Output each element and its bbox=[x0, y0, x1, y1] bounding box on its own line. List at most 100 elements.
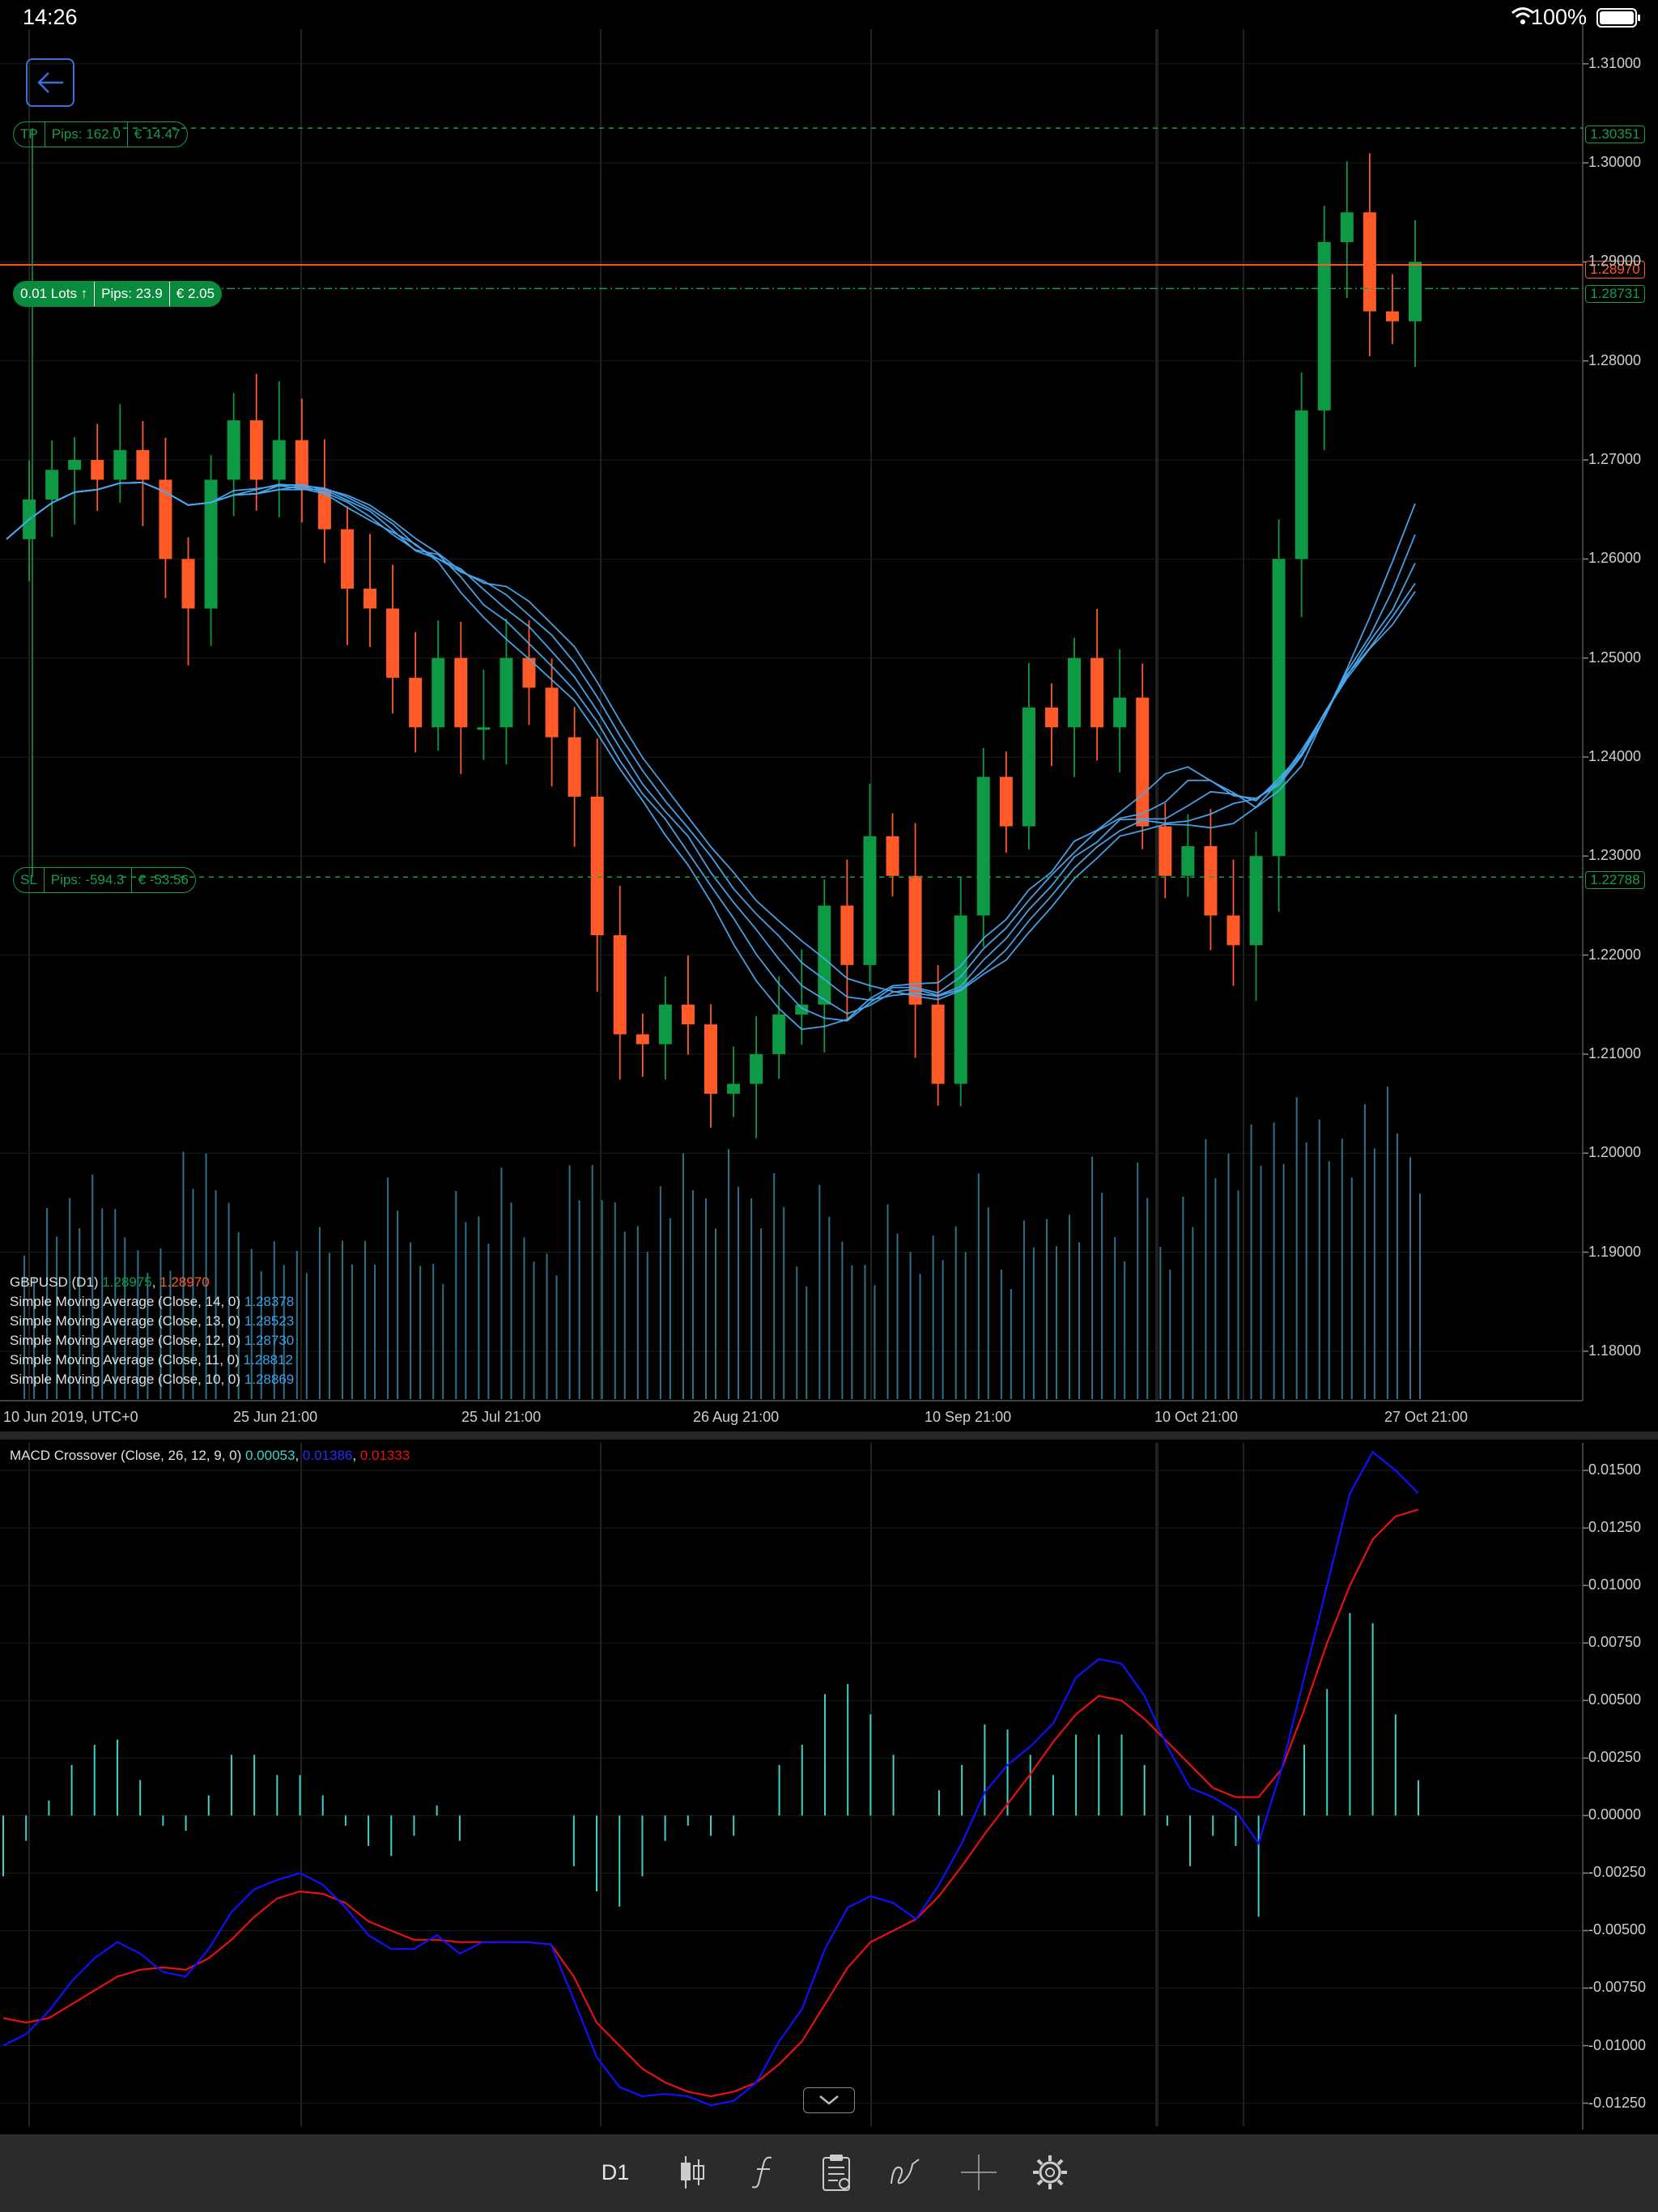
sma-legend-row: Simple Moving Average (Close, 12, 0) 1.2… bbox=[10, 1333, 294, 1349]
sma-legend-row: Simple Moving Average (Close, 10, 0) 1.2… bbox=[10, 1372, 294, 1388]
chart-type-button[interactable] bbox=[664, 2144, 721, 2201]
candle-body bbox=[1022, 707, 1035, 827]
candle-body bbox=[272, 440, 286, 480]
candle-body bbox=[363, 589, 377, 609]
candle-body bbox=[976, 776, 990, 916]
candle-body bbox=[1158, 826, 1172, 876]
candle-body bbox=[863, 836, 877, 965]
candle-body bbox=[1295, 410, 1308, 559]
candle-body bbox=[613, 935, 627, 1035]
price-tick-label: 1.29000 bbox=[1588, 253, 1642, 270]
settings-button[interactable] bbox=[1022, 2144, 1078, 2201]
candle-body bbox=[181, 559, 195, 609]
sl-label: SL bbox=[14, 868, 45, 892]
candle-body bbox=[772, 1014, 786, 1054]
indicators-button[interactable] bbox=[735, 2144, 792, 2201]
candle-body bbox=[840, 905, 854, 965]
sma-line bbox=[6, 482, 1416, 1031]
clipboard-icon bbox=[823, 2155, 850, 2191]
back-button[interactable] bbox=[26, 58, 74, 107]
arrow-left-icon bbox=[37, 72, 63, 93]
candle-body bbox=[999, 776, 1013, 827]
price-tick-label: 1.22000 bbox=[1588, 946, 1642, 963]
price-tick-label: 1.28000 bbox=[1588, 351, 1642, 368]
collapse-panel-button[interactable] bbox=[803, 2087, 855, 2113]
position-money: € 2.05 bbox=[176, 286, 215, 301]
candles-icon bbox=[681, 2156, 704, 2189]
tp-price-tag: 1.30351 bbox=[1585, 125, 1645, 143]
tp-pips: Pips: 162.0 bbox=[45, 122, 128, 147]
sl-money: € -53.56 bbox=[138, 872, 189, 887]
timeframe-button[interactable]: D1 bbox=[587, 2144, 644, 2201]
candle-body bbox=[954, 915, 967, 1084]
sma-legend-value: 1.28869 bbox=[244, 1372, 295, 1387]
gear-icon bbox=[1033, 2155, 1067, 2189]
stop-loss-pill[interactable]: SL Pips: -594.3 € -53.56 bbox=[13, 867, 196, 893]
draw-icon bbox=[891, 2159, 920, 2184]
candle-body bbox=[886, 836, 899, 876]
candle-body bbox=[1385, 311, 1399, 321]
time-tick-label: 26 Aug 21:00 bbox=[693, 1409, 780, 1425]
status-time: 14:26 bbox=[23, 5, 78, 29]
macd-tick-label: -0.01250 bbox=[1588, 2094, 1647, 2111]
price-tick-label: 1.21000 bbox=[1588, 1044, 1642, 1061]
sma-line bbox=[6, 482, 1416, 1015]
candle-body bbox=[1204, 846, 1218, 916]
macd-tick-label: -0.00750 bbox=[1588, 1979, 1647, 1996]
price-tick-label: 1.19000 bbox=[1588, 1243, 1642, 1260]
orders-button[interactable] bbox=[808, 2144, 865, 2201]
candle-body bbox=[545, 687, 559, 738]
sma-line bbox=[6, 482, 1416, 1022]
crosshair-icon bbox=[961, 2155, 997, 2190]
sl-price-tag: 1.22788 bbox=[1585, 871, 1645, 889]
sma-legend-row: Simple Moving Average (Close, 14, 0) 1.2… bbox=[10, 1294, 294, 1310]
candle-body bbox=[68, 460, 82, 470]
candle-body bbox=[727, 1083, 741, 1094]
candle-body bbox=[795, 1004, 809, 1015]
candle-body bbox=[522, 657, 536, 688]
timeframe-label: D1 bbox=[601, 2159, 630, 2184]
macd-signal-line bbox=[2, 1508, 1419, 2098]
candle-body bbox=[1068, 657, 1082, 728]
macd-tick-label: -0.01000 bbox=[1588, 2036, 1647, 2053]
candle-body bbox=[1317, 241, 1331, 410]
sma-legend-name: Simple Moving Average (Close, 10, 0) bbox=[10, 1372, 244, 1387]
macd-line-value: 0.01386 bbox=[302, 1448, 353, 1463]
candle-body bbox=[1340, 212, 1354, 242]
candle-body bbox=[1226, 915, 1240, 946]
candle-body bbox=[340, 529, 354, 589]
macd-tick-label: 0.01000 bbox=[1588, 1576, 1642, 1593]
sma-legend-name: Simple Moving Average (Close, 11, 0) bbox=[10, 1352, 244, 1368]
macd-signal-value: 0.01333 bbox=[359, 1448, 410, 1463]
price-tick-label: 1.20000 bbox=[1588, 1144, 1642, 1161]
macd-tick-label: 0.00500 bbox=[1588, 1691, 1642, 1708]
price-tick-label: 1.27000 bbox=[1588, 451, 1642, 468]
macd-title: MACD Crossover (Close, 26, 12, 9, 0) bbox=[10, 1448, 242, 1463]
position-pill[interactable]: 0.01 Lots ↑ Pips: 23.9 € 2.05 bbox=[13, 281, 223, 307]
price-tick-label: 1.25000 bbox=[1588, 649, 1642, 666]
position-pips: Pips: 23.9 bbox=[95, 282, 170, 306]
time-tick-label: 10 Jun 2019, UTC+0 bbox=[3, 1409, 138, 1425]
candle-body bbox=[704, 1024, 717, 1094]
current-price-tag: 1.28970 bbox=[1585, 261, 1645, 279]
candle-body bbox=[1272, 559, 1286, 857]
macd-tick-label: 0.00750 bbox=[1588, 1634, 1642, 1651]
crosshair-button[interactable] bbox=[950, 2144, 1007, 2201]
candle-body bbox=[908, 875, 922, 1005]
candle-body bbox=[477, 727, 491, 730]
position-lots: 0.01 Lots ↑ bbox=[14, 282, 96, 306]
drawing-tools-button[interactable] bbox=[878, 2144, 934, 2201]
candle-body bbox=[1044, 707, 1058, 728]
candle-body bbox=[113, 449, 127, 480]
candle-body bbox=[432, 657, 445, 728]
candle-body bbox=[590, 796, 604, 936]
time-tick-label: 25 Jul 21:00 bbox=[461, 1409, 542, 1425]
macd-tick-label: -0.00500 bbox=[1588, 1921, 1647, 1938]
time-tick-label: 25 Jun 21:00 bbox=[233, 1409, 318, 1425]
battery-percent: 100% bbox=[1530, 5, 1587, 29]
candle-body bbox=[1409, 262, 1422, 321]
sl-pips: Pips: -594.3 bbox=[45, 868, 132, 892]
take-profit-pill[interactable]: TP Pips: 162.0 € 14.47 bbox=[13, 121, 188, 147]
